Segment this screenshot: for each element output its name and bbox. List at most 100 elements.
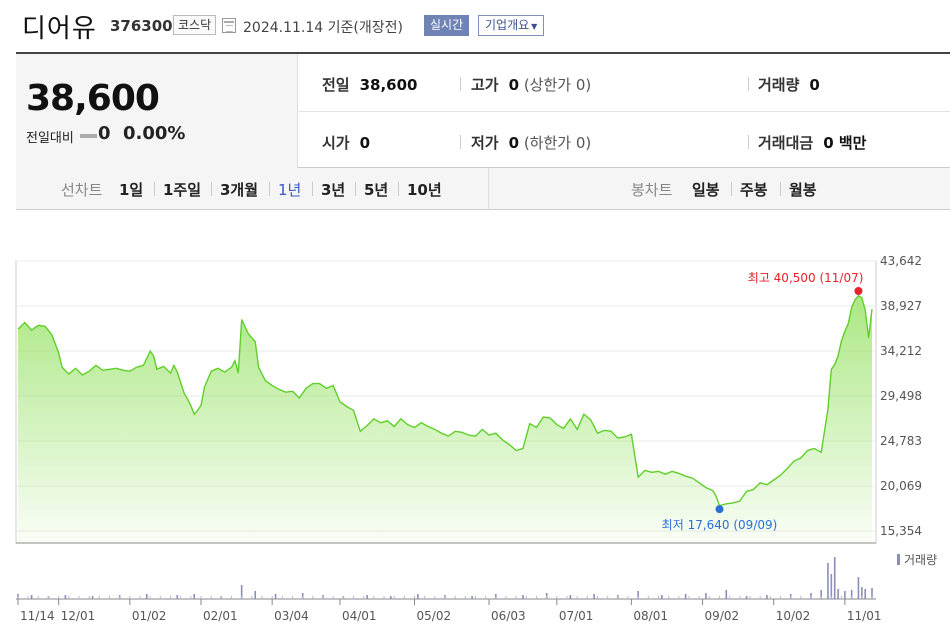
y-axis: 43,642 38,927 34,212 29,498 24,783 20,069 15,3… <box>880 254 922 538</box>
volume-bar <box>586 596 588 599</box>
candle-chart-label: 봉차트 <box>631 181 673 199</box>
corp-info-button[interactable]: 기업개요 ▼ <box>478 15 545 36</box>
volume-bar <box>745 596 748 599</box>
volume-bar <box>417 594 419 599</box>
price-summary: 38,600 전일대비 0 0.00% 전일 38,600 고가 0 (상한가 0)… <box>16 52 950 168</box>
candle-daily[interactable]: 일봉 <box>692 181 720 199</box>
volume-bar <box>454 596 456 599</box>
realtime-button[interactable]: 실시간 <box>424 15 470 36</box>
x-axis: 11/14 12/01 01/02 02/01 03/04 04/01 05/02 06/03… <box>17 599 881 623</box>
open-price: 시가 0 <box>322 132 370 153</box>
x-tick-label: 08/01 <box>633 609 668 623</box>
volume-bar <box>820 596 822 599</box>
divider <box>154 182 155 196</box>
volume-bars <box>17 557 873 599</box>
volume-bar <box>769 596 771 599</box>
volume-bar <box>170 596 171 599</box>
volume-bar <box>271 596 273 599</box>
volume-bar <box>607 596 609 599</box>
y-tick-label: 43,642 <box>880 254 922 268</box>
volume-bar <box>637 591 639 599</box>
volume-bar <box>342 596 344 599</box>
min-marker <box>715 505 724 514</box>
volume-bar <box>220 596 222 599</box>
prev-close: 전일 38,600 <box>322 74 418 95</box>
volume-bar <box>64 595 67 599</box>
open-value: 0 <box>359 134 371 152</box>
volume-bar <box>241 596 243 599</box>
volume-bar <box>471 596 473 599</box>
volume-bar <box>353 596 354 599</box>
no-change-icon <box>80 134 97 138</box>
market-badge: 코스닥 <box>173 15 217 35</box>
trade-amount: 거래대금 0 백만 <box>758 132 866 153</box>
volume-bar <box>254 591 257 599</box>
upper-limit: (상한가 0) <box>523 76 592 94</box>
volume-bar <box>827 563 829 599</box>
volume-bar <box>180 596 182 599</box>
volume-bar <box>109 596 110 599</box>
volume-bar <box>17 596 19 599</box>
divider <box>355 182 356 196</box>
min-label: 최저 17,640 (09/09) <box>662 518 778 532</box>
volume-bar <box>383 596 385 599</box>
volume-bar <box>719 596 720 599</box>
max-marker <box>854 286 863 295</box>
volume-bar <box>830 596 832 599</box>
volume-bar <box>475 596 476 599</box>
volume-bar <box>149 596 151 599</box>
volume-value: 0 <box>809 76 820 94</box>
period-1d[interactable]: 1일 <box>119 181 144 199</box>
volume-bar <box>98 596 100 599</box>
volume-bar <box>525 596 527 599</box>
amount-value: 0 백만 <box>823 134 867 152</box>
volume-bar <box>515 596 517 599</box>
volume-bar <box>231 596 232 599</box>
volume-bar <box>159 596 161 599</box>
y-tick-label: 34,212 <box>880 344 922 358</box>
y-tick-label: 29,498 <box>880 389 922 403</box>
volume-bar <box>688 596 690 599</box>
period-1y[interactable]: 1년 <box>278 181 302 199</box>
volume-bar <box>617 596 619 599</box>
volume-bar <box>593 594 595 599</box>
price-area <box>18 295 872 543</box>
volume-bar <box>434 596 436 599</box>
volume-bar <box>78 596 80 599</box>
volume-bar <box>566 596 568 599</box>
volume-bar <box>522 595 524 599</box>
volume-bar <box>800 596 802 599</box>
volume-bar <box>830 574 833 599</box>
period-1w[interactable]: 1주일 <box>163 181 202 199</box>
period-3y[interactable]: 3년 <box>321 181 346 199</box>
volume-bar <box>139 596 141 599</box>
basis-date: 2024.11.14 기준(개장전) <box>243 20 403 36</box>
candle-monthly[interactable]: 월봉 <box>789 181 817 199</box>
volume-bar <box>546 596 548 599</box>
low-value: 0 <box>508 134 520 152</box>
calendar-icon <box>222 18 236 33</box>
volume-bar <box>30 595 33 599</box>
period-5y[interactable]: 5년 <box>364 181 389 199</box>
x-tick-label: 05/02 <box>417 609 452 623</box>
volume-bar <box>841 596 842 599</box>
volume-bar <box>363 596 365 599</box>
volume-bar <box>464 596 466 599</box>
volume-bar <box>292 596 293 599</box>
volume-bar <box>739 596 741 599</box>
period-3m[interactable]: 3개월 <box>220 181 259 199</box>
volume-bar <box>251 596 253 599</box>
divider <box>398 182 399 196</box>
extrema-markers: 최고 40,500 (11/07) 최저 17,640 (09/09) <box>662 271 864 532</box>
volume-bar <box>864 589 867 599</box>
volume-bar <box>766 595 768 599</box>
row-divider <box>299 111 950 112</box>
period-10y[interactable]: 10년 <box>407 181 442 199</box>
volume-bar <box>658 596 659 599</box>
volume-bar <box>403 596 405 599</box>
volume-bar <box>759 596 761 599</box>
volume-bar <box>91 596 94 599</box>
volume-bar <box>850 590 853 599</box>
divider <box>780 182 781 196</box>
candle-weekly[interactable]: 주봉 <box>740 181 768 199</box>
